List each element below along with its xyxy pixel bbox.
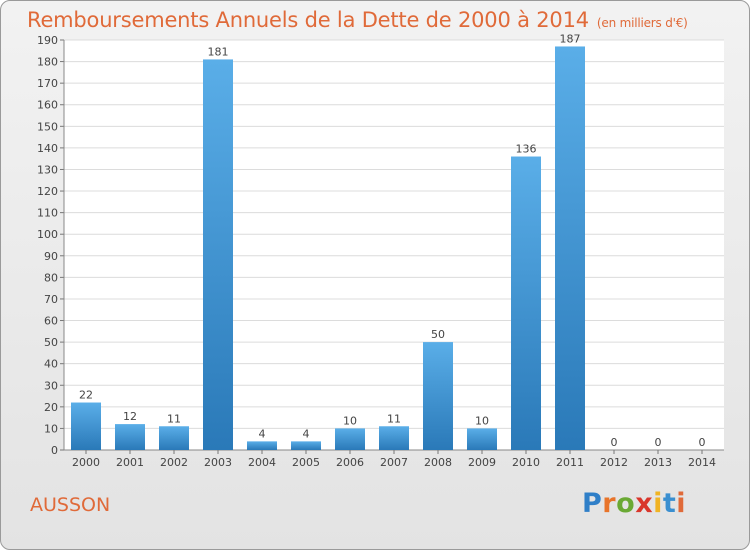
logo-letter: o [616, 488, 636, 519]
x-tick-label-2013: 2013 [644, 456, 672, 469]
data-label-2012: 0 [611, 436, 618, 449]
y-tick-label: 90 [44, 250, 58, 263]
commune-name: AUSSON [30, 494, 111, 516]
data-label-2006: 10 [343, 414, 357, 427]
data-label-2011: 187 [560, 32, 581, 45]
data-label-2013: 0 [655, 436, 662, 449]
bar-2002 [159, 426, 189, 450]
y-tick-label: 30 [44, 379, 58, 392]
data-label-2000: 22 [79, 389, 93, 402]
y-tick-label: 110 [37, 207, 58, 220]
bar-2005 [291, 441, 321, 450]
x-tick-label-2002: 2002 [160, 456, 188, 469]
x-tick-label-2000: 2000 [72, 456, 100, 469]
x-tick-label-2007: 2007 [380, 456, 408, 469]
logo-letter: x [635, 488, 654, 519]
logo-letter: r [602, 488, 617, 519]
logo-letter: i [676, 488, 687, 519]
y-tick-label: 40 [44, 358, 58, 371]
x-tick-label-2009: 2009 [468, 456, 496, 469]
x-tick-label-2001: 2001 [116, 456, 144, 469]
bar-2000 [71, 402, 101, 450]
data-label-2003: 181 [208, 45, 229, 58]
x-tick-label-2014: 2014 [688, 456, 716, 469]
chart-title-text: Remboursements Annuels de la Dette de 20… [27, 8, 589, 32]
y-tick-label: 130 [37, 163, 58, 176]
data-label-2008: 50 [431, 328, 445, 341]
x-tick-label-2010: 2010 [512, 456, 540, 469]
data-label-2009: 10 [475, 414, 489, 427]
y-tick-label: 150 [37, 120, 58, 133]
data-label-2001: 12 [123, 410, 137, 423]
data-label-2010: 136 [516, 143, 537, 156]
y-tick-label: 0 [51, 444, 58, 457]
bar-2003 [203, 59, 233, 450]
bar-2007 [379, 426, 409, 450]
x-tick-label-2003: 2003 [204, 456, 232, 469]
data-label-2002: 11 [167, 412, 181, 425]
x-tick-label-2006: 2006 [336, 456, 364, 469]
bar-2008 [423, 342, 453, 450]
y-tick-label: 120 [37, 185, 58, 198]
data-label-2005: 4 [303, 427, 310, 440]
y-tick-label: 60 [44, 315, 58, 328]
y-tick-label: 160 [37, 99, 58, 112]
bar-2010 [511, 156, 541, 451]
y-tick-label: 170 [37, 77, 58, 90]
x-tick-label-2008: 2008 [424, 456, 452, 469]
data-label-2004: 4 [259, 427, 266, 440]
x-tick-label-2012: 2012 [600, 456, 628, 469]
logo-letter: t [662, 488, 677, 519]
data-label-2007: 11 [387, 412, 401, 425]
bar-2001 [115, 424, 145, 450]
y-tick-label: 50 [44, 336, 58, 349]
y-tick-label: 180 [37, 56, 58, 69]
y-tick-label: 190 [37, 34, 58, 47]
y-tick-label: 20 [44, 401, 58, 414]
logo-letter: P [582, 488, 603, 519]
x-tick-label-2011: 2011 [556, 456, 584, 469]
y-tick-label: 100 [37, 228, 58, 241]
chart-title: Remboursements Annuels de la Dette de 20… [27, 8, 688, 32]
x-tick-label-2004: 2004 [248, 456, 276, 469]
bar-2009 [467, 428, 497, 450]
y-tick-label: 140 [37, 142, 58, 155]
bar-2006 [335, 428, 365, 450]
bar-2004 [247, 441, 277, 450]
data-label-2014: 0 [699, 436, 706, 449]
x-tick-label-2005: 2005 [292, 456, 320, 469]
logo-letter: i [653, 488, 663, 519]
chart-unit: (en milliers d'€) [596, 16, 688, 30]
y-tick-label: 70 [44, 293, 58, 306]
proxiti-logo: Proxiti [582, 488, 686, 519]
y-tick-label: 80 [44, 271, 58, 284]
y-tick-label: 10 [44, 422, 58, 435]
plot-area [64, 40, 724, 450]
bar-2011 [555, 46, 585, 450]
